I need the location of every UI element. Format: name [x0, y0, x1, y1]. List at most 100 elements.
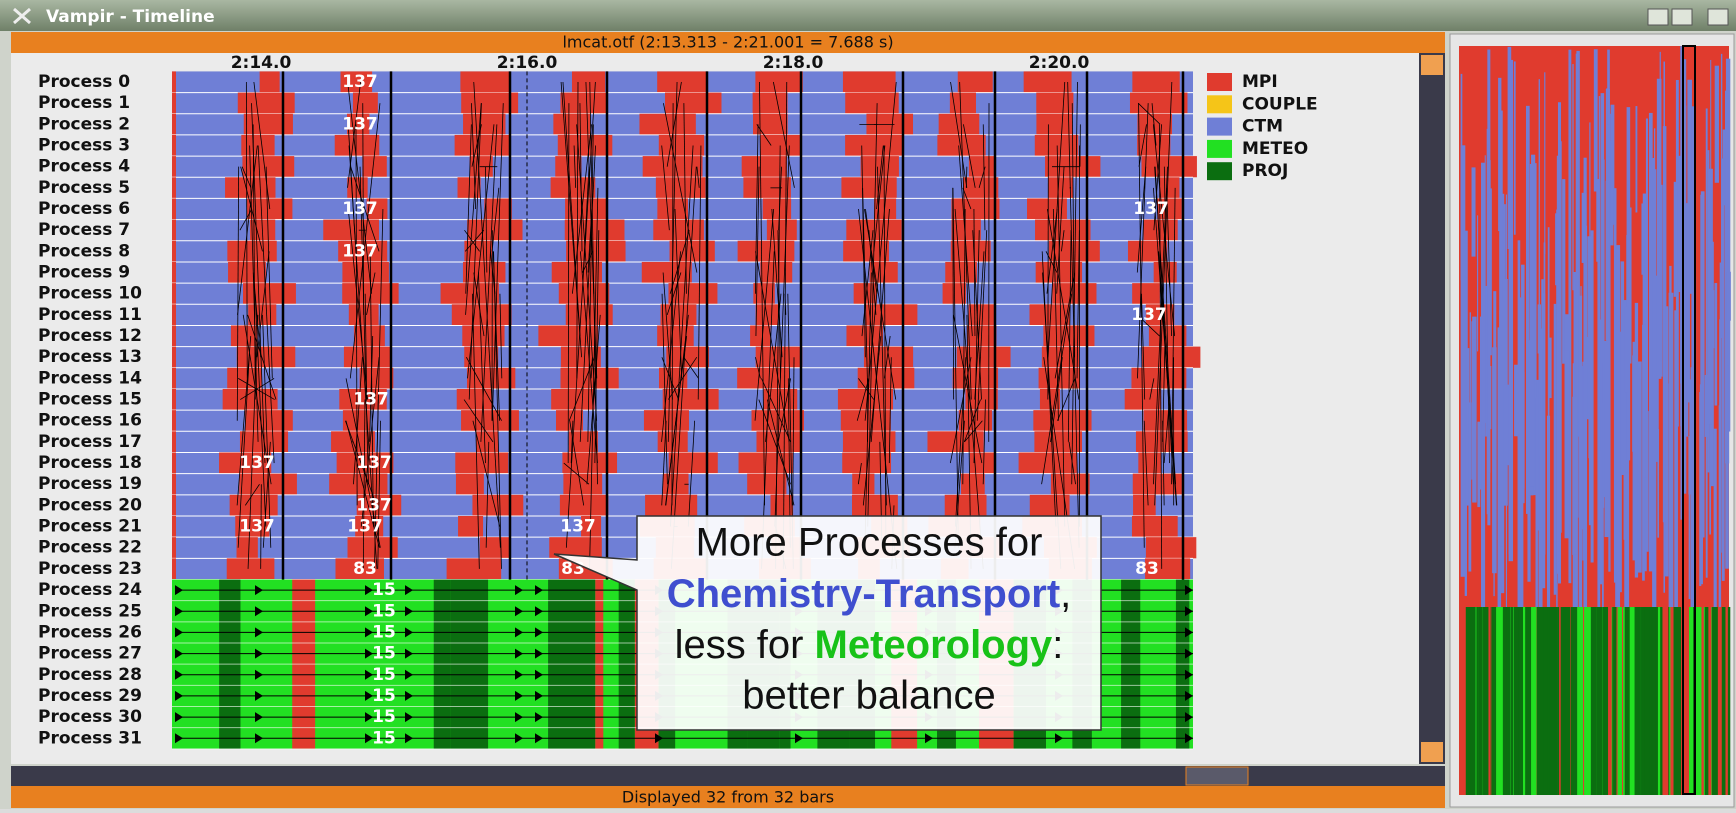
overview-stripe: [1624, 307, 1627, 393]
legend-label: METEO: [1242, 139, 1308, 159]
overview-stripe: [1565, 350, 1570, 538]
mpi-block: [260, 71, 280, 92]
mpi-block: [1142, 347, 1200, 368]
mpi-block: [484, 198, 512, 219]
mpi-block: [747, 474, 786, 495]
overview-stripe: [1483, 607, 1488, 795]
overview-stripe: [1611, 105, 1615, 225]
mpi-block: [845, 135, 903, 156]
overview-stripe: [1596, 179, 1599, 262]
scroll-down[interactable]: [1421, 742, 1443, 762]
process-label: Process 28: [38, 665, 142, 685]
overview-stripe: [1565, 607, 1570, 795]
minimize-button[interactable]: [1648, 9, 1668, 25]
mpi-block: [172, 368, 176, 389]
mpi-block: [230, 495, 278, 516]
mpi-block: [223, 389, 278, 410]
mpi-block: [1049, 241, 1100, 262]
mpi-block: [227, 558, 275, 579]
mpi-block: [231, 325, 258, 346]
overview-stripe: [1511, 607, 1514, 795]
close-button[interactable]: [1708, 9, 1728, 25]
overview-stripe: [1514, 61, 1516, 234]
mpi-block: [1035, 135, 1078, 156]
overview-stripe: [1459, 607, 1464, 795]
maximize-button[interactable]: [1672, 9, 1692, 25]
overview-stripe: [1652, 169, 1656, 607]
time-tick-label: 2:20.0: [1029, 53, 1090, 73]
message-count: 83: [353, 559, 377, 579]
overview-stripe: [1649, 113, 1653, 572]
overview-stripe: [1712, 607, 1718, 795]
message-count: 137: [342, 241, 378, 261]
overview-stripe: [1587, 236, 1592, 419]
mpi-block: [463, 114, 505, 135]
mpi-block: [480, 537, 510, 558]
overview-stripe: [1613, 607, 1616, 795]
overview-stripe: [1469, 607, 1474, 795]
status-text: Displayed 32 from 32 bars: [622, 788, 834, 807]
mpi-block: [1137, 135, 1170, 156]
mpi-block: [172, 410, 176, 431]
overview-stripe: [1670, 607, 1673, 795]
vertical-scrollbar[interactable]: [1419, 53, 1445, 764]
overview-stripe: [1521, 607, 1523, 795]
mpi-block: [1133, 495, 1156, 516]
process-label: Process 26: [38, 622, 142, 642]
legend-swatch: [1207, 162, 1232, 180]
mpi-block: [464, 241, 492, 262]
overview-stripe: [1477, 215, 1478, 351]
process-label: Process 13: [38, 347, 142, 367]
file-info: lmcat.otf (2:13.313 - 2:21.001 = 7.688 s…: [562, 33, 893, 52]
overview-stripe: [1584, 294, 1586, 359]
mpi-block: [458, 516, 483, 537]
scroll-thumb[interactable]: [1186, 767, 1248, 785]
mpi-block: [841, 177, 896, 198]
mpi-block: [1036, 114, 1072, 135]
overview-stripe: [1514, 607, 1518, 795]
overview-stripe: [1564, 607, 1565, 795]
mpi-block: [245, 410, 293, 431]
mpi-block: [560, 93, 606, 114]
mpi-block: [1030, 495, 1070, 516]
mpi-block: [172, 177, 176, 198]
overview-stripe: [1710, 60, 1711, 417]
overview-stripe: [1572, 397, 1577, 555]
overview-stripe: [1601, 160, 1604, 303]
legend-swatch: [1207, 95, 1232, 113]
message-count: 137: [342, 199, 378, 219]
process-label: Process 9: [38, 263, 130, 283]
mpi-block: [172, 71, 176, 92]
mpi-block: [659, 135, 704, 156]
mpi-block: [1048, 177, 1073, 198]
overview-stripe: [1480, 607, 1483, 795]
overview-stripe: [1479, 607, 1481, 795]
scroll-up[interactable]: [1421, 55, 1443, 75]
message-count: 15: [372, 686, 396, 706]
overview-stripe: [1652, 607, 1655, 795]
mpi-block: [958, 71, 993, 92]
callout-line: More Processes for: [696, 521, 1043, 565]
message-count: 15: [372, 622, 396, 642]
overview-stripe: [1641, 607, 1645, 795]
overview-stripe: [1663, 62, 1665, 593]
message-count: 137: [356, 495, 392, 515]
process-label: Process 19: [38, 474, 142, 494]
callout-emphasis: Chemistry-Transport: [667, 572, 1060, 616]
callout-line: Chemistry-Transport,: [667, 572, 1072, 616]
overview-stripe: [1488, 161, 1490, 473]
message-count: 137: [353, 390, 389, 410]
overview-stripe: [1621, 261, 1625, 475]
message-count: 137: [1133, 199, 1169, 219]
mpi-block: [939, 114, 980, 135]
mpi-block: [1131, 368, 1186, 389]
overview-stripe: [1607, 50, 1610, 125]
mpi-block: [561, 368, 619, 389]
overview-stripe: [1594, 49, 1598, 191]
legend-label: COUPLE: [1242, 94, 1318, 114]
overview: [1459, 46, 1731, 795]
mpi-block: [961, 474, 985, 495]
overview-stripe: [1473, 339, 1476, 502]
overview-stripe: [1591, 607, 1592, 795]
